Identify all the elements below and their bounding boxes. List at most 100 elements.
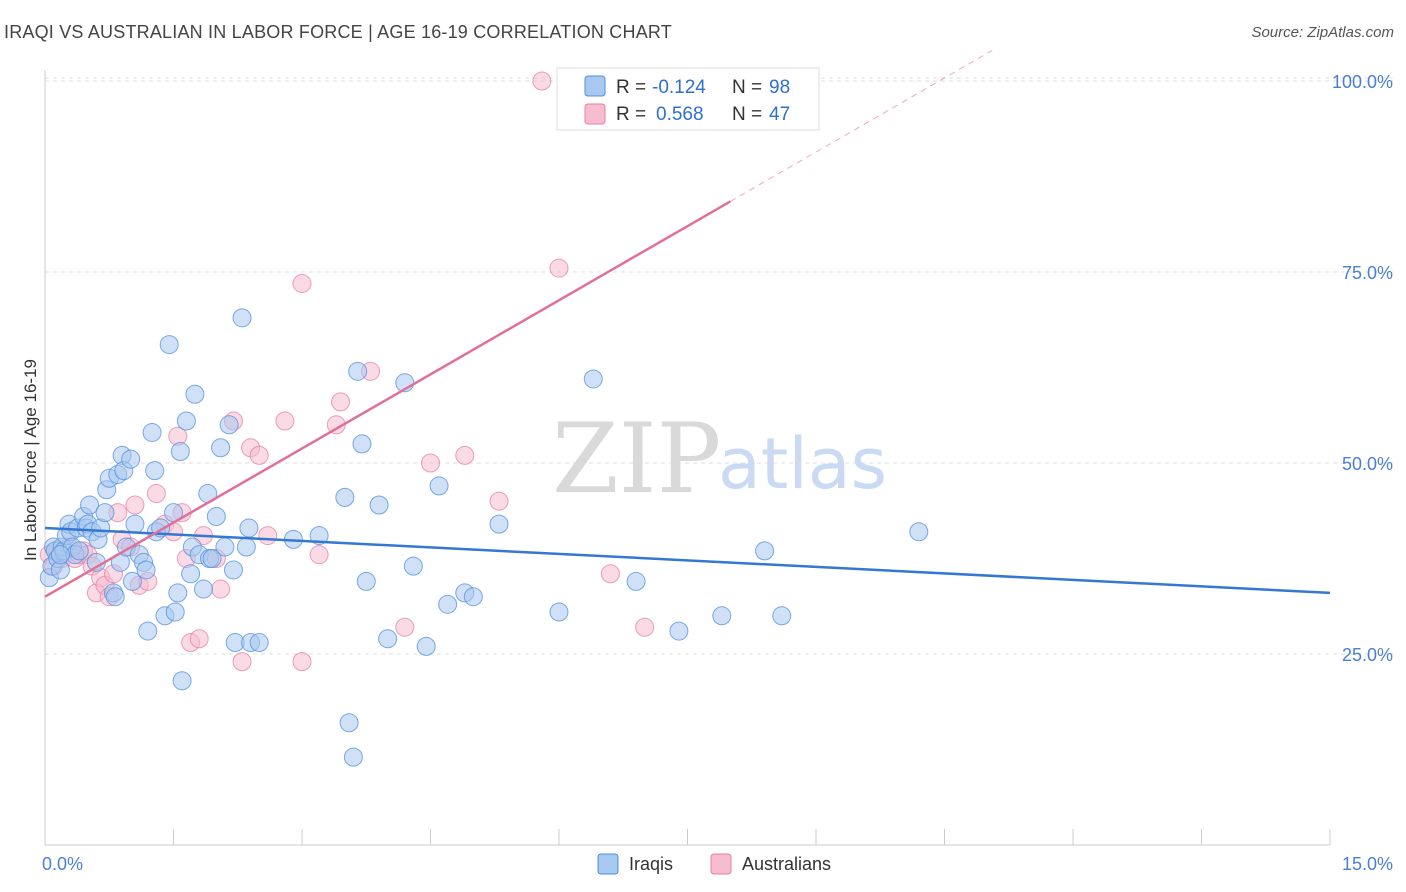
australians-point-39 bbox=[292, 652, 312, 672]
watermark-zip: ZIP bbox=[552, 403, 721, 515]
grid-lines bbox=[45, 77, 1393, 655]
iraqis-point-63 bbox=[219, 415, 239, 435]
iraqis-point-62 bbox=[215, 537, 235, 557]
legend-australians-r-label: R = bbox=[616, 104, 646, 125]
iraqis-point-14 bbox=[69, 541, 89, 561]
iraqis-point-80 bbox=[378, 629, 398, 649]
trend-lines bbox=[44, 50, 1331, 598]
iraqis-point-68 bbox=[239, 518, 259, 538]
iraqis-point-82 bbox=[403, 556, 423, 576]
australians-point-42 bbox=[331, 392, 351, 412]
x-tick-labels: 0.0% 15.0% bbox=[42, 854, 1393, 874]
legend-australians-n-label: N = bbox=[732, 104, 762, 125]
y-tick-labels: 25.0% 50.0% 75.0% 100.0% bbox=[1332, 72, 1393, 665]
iraqis-point-91 bbox=[626, 571, 646, 591]
iraqis-point-76 bbox=[348, 361, 368, 381]
iraqis-point-88 bbox=[489, 514, 509, 534]
legend-iraqis-n-value: 98 bbox=[769, 77, 790, 98]
iraqis-point-33 bbox=[121, 449, 141, 469]
iraqis-point-87 bbox=[463, 587, 483, 607]
y-axis-title: In Labor Force | Age 16-19 bbox=[21, 359, 40, 561]
iraqis-point-39 bbox=[138, 621, 158, 641]
australians-point-31 bbox=[211, 579, 231, 599]
legend-bottom-australians-swatch bbox=[710, 853, 732, 875]
iraqis-point-97 bbox=[50, 545, 70, 565]
iraqis-point-75 bbox=[343, 747, 363, 767]
iraqis-point-59 bbox=[202, 549, 222, 568]
australians-point-21 bbox=[146, 484, 166, 504]
y-tick-label-2: 75.0% bbox=[1342, 263, 1393, 283]
iraqis-point-72 bbox=[309, 526, 329, 546]
iraqis-point-66 bbox=[232, 308, 252, 328]
iraqis-point-83 bbox=[416, 636, 436, 656]
australians-point-37 bbox=[275, 411, 295, 431]
iraqis-trend-line bbox=[44, 526, 1331, 595]
x-tick-label-max: 15.0% bbox=[1342, 854, 1393, 874]
legend-bottom-iraqis-swatch bbox=[597, 853, 619, 875]
iraqis-point-34 bbox=[122, 571, 142, 591]
legend-iraqis-swatch bbox=[584, 75, 606, 97]
legend-top: R = -0.124 N = 98 R = 0.568 N = 47 bbox=[556, 67, 820, 131]
australians-point-45 bbox=[421, 453, 440, 473]
y-tick-label-0: 25.0% bbox=[1342, 645, 1393, 665]
legend-bottom-iraqis-label: Iraqis bbox=[629, 854, 673, 874]
australians-point-18 bbox=[125, 495, 145, 515]
iraqis-point-79 bbox=[369, 495, 389, 515]
australians-point-51 bbox=[635, 617, 655, 637]
iraqis-point-64 bbox=[223, 560, 243, 580]
chart-title: IRAQI VS AUSTRALIAN IN LABOR FORCE | AGE… bbox=[4, 22, 672, 42]
iraqis-point-18 bbox=[80, 495, 100, 515]
iraqis-point-89 bbox=[549, 602, 569, 622]
iraqis-point-47 bbox=[165, 602, 185, 622]
iraqis-point-92 bbox=[669, 621, 689, 641]
iraqis-point-50 bbox=[172, 671, 192, 691]
iraqis-point-51 bbox=[176, 411, 196, 431]
iraqis-point-23 bbox=[95, 503, 115, 523]
australians-point-35 bbox=[249, 445, 269, 465]
legend-iraqis-n-label: N = bbox=[732, 77, 762, 98]
iraqis-point-77 bbox=[352, 434, 372, 454]
legend-bottom-australians-label: Australians bbox=[742, 854, 831, 874]
australians-point-46 bbox=[455, 445, 475, 465]
y-tick-label-3: 100.0% bbox=[1332, 72, 1393, 92]
iraqis-point-48 bbox=[168, 583, 188, 603]
iraqis-point-35 bbox=[125, 514, 145, 534]
australians-point-47 bbox=[489, 491, 509, 511]
source-label: Source: ZipAtlas.com bbox=[1251, 24, 1394, 41]
iraqis-point-60 bbox=[206, 506, 226, 526]
legend-bottom: Iraqis Australians bbox=[597, 853, 831, 875]
watermark: ZIP atlas bbox=[552, 403, 887, 515]
australians-point-40 bbox=[309, 545, 329, 565]
x-tick-label-min: 0.0% bbox=[42, 854, 83, 874]
australians-point-48 bbox=[549, 258, 569, 278]
iraqis-point-94 bbox=[755, 541, 775, 561]
australians-point-44 bbox=[395, 617, 415, 637]
iraqis-point-52 bbox=[181, 564, 201, 584]
legend-iraqis-r-label: R = bbox=[616, 77, 646, 98]
iraqis-point-67 bbox=[236, 537, 256, 557]
australians-point-50 bbox=[600, 564, 620, 584]
watermark-atlas: atlas bbox=[718, 423, 887, 505]
australians-point-36 bbox=[258, 526, 278, 546]
australians-point-52 bbox=[532, 71, 552, 91]
legend-iraqis-r-value: -0.124 bbox=[652, 77, 706, 98]
iraqis-point-70 bbox=[249, 633, 269, 653]
iraqis-point-95 bbox=[772, 606, 792, 626]
iraqis-point-27 bbox=[105, 587, 125, 607]
iraqis-point-73 bbox=[335, 487, 355, 507]
legend-australians-swatch bbox=[584, 103, 606, 125]
iraqis-point-40 bbox=[142, 422, 162, 442]
iraqis-point-54 bbox=[185, 384, 205, 404]
iraqis-point-78 bbox=[356, 571, 376, 591]
iraqis-point-45 bbox=[159, 335, 179, 355]
australians-point-33 bbox=[232, 652, 252, 672]
iraqis-point-85 bbox=[438, 594, 458, 614]
iraqis-point-93 bbox=[712, 606, 732, 626]
iraqis-point-41 bbox=[145, 461, 165, 481]
iraqis-point-74 bbox=[339, 713, 359, 733]
iraqis-point-96 bbox=[909, 522, 929, 542]
legend-australians-r-value: 0.568 bbox=[656, 104, 704, 125]
iraqis-point-56 bbox=[193, 579, 213, 599]
iraqis-point-90 bbox=[583, 369, 603, 389]
